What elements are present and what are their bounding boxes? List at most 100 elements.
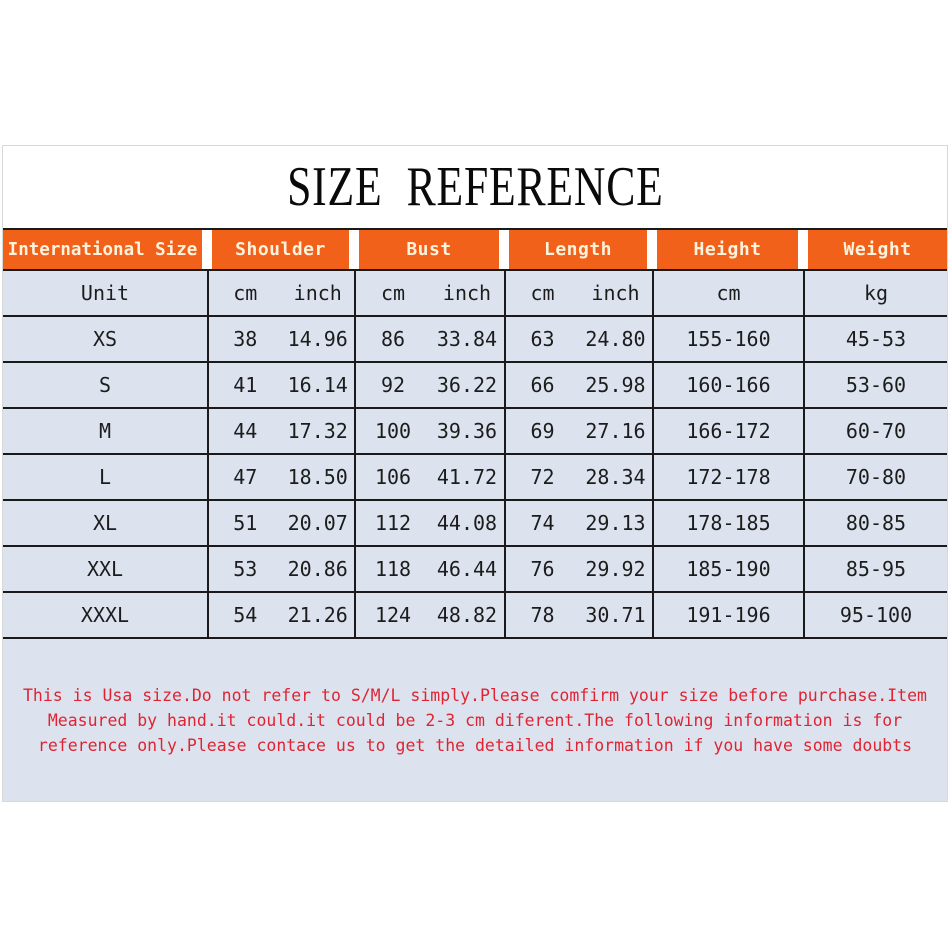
unit-row: Unit cm inch cm inch cm inch cm kg [3,271,947,317]
cell-length: 72 28.34 [504,455,652,499]
column-header-international-size: International Size [3,230,202,269]
cell-height: 191-196 [652,593,803,637]
cell-height: 160-166 [652,363,803,407]
cell-length-cm: 78 [530,603,555,627]
cell-shoulder-inch: 20.07 [287,511,348,535]
cell-bust-inch: 33.84 [436,327,498,351]
cell-shoulder-cm: 47 [233,465,258,489]
cell-shoulder-cm: cm [233,281,258,305]
cell-length: 66 25.98 [504,363,652,407]
cell-weight: 85-95 [803,547,947,591]
cell-bust-cm: 124 [374,603,412,627]
cell-length: 78 30.71 [504,593,652,637]
table-row-l: L 47 18.50 106 41.72 72 28.34 172-178 70-80 [3,455,947,501]
cell-length: 63 24.80 [504,317,652,361]
cell-length-cm: cm [530,281,555,305]
page-title: SIZE REFERENCE [286,156,664,218]
cell-shoulder-inch: 17.32 [287,419,348,443]
cell-shoulder: 44 17.32 [207,409,354,453]
cell-bust-inch: inch [442,281,492,305]
cell-shoulder-cm: 38 [233,327,258,351]
table-body: Unit cm inch cm inch cm inch cm kg XS 38 14.96 86 33.… [3,271,947,639]
cell-bust: 112 44.08 [354,501,504,545]
cell-length-cm: 69 [530,419,555,443]
cell-length-cm: 74 [530,511,555,535]
cell-bust-inch: 39.36 [436,419,498,443]
cell-bust: cm inch [354,271,504,315]
table-row-xs: XS 38 14.96 86 33.84 63 24.80 155-160 45-53 [3,317,947,363]
cell-shoulder-inch: 14.96 [287,327,348,351]
cell-size-label: S [98,373,112,397]
cell-weight: 45-53 [803,317,947,361]
cell-shoulder-cm: 44 [233,419,258,443]
cell-bust-inch: 48.82 [436,603,498,627]
column-header-shoulder: Shoulder [212,230,349,269]
cell-shoulder: 38 14.96 [207,317,354,361]
cell-length-inch: 24.80 [585,327,646,351]
cell-weight: 70-80 [803,455,947,499]
cell-bust-cm: 118 [374,557,412,581]
cell-size-label: XXXL [80,603,130,627]
cell-weight: 60-70 [803,409,947,453]
cell-length: 74 29.13 [504,501,652,545]
note-line-1: This is Usa size.Do not refer to S/M/L s… [23,686,927,705]
cell-shoulder-inch: 21.26 [287,603,348,627]
column-header-bust: Bust [359,230,499,269]
cell-bust-inch: 36.22 [436,373,498,397]
cell-length-inch: 28.34 [585,465,646,489]
note-line-2: Measured by hand.it could.it could be 2-… [47,711,903,730]
cell-length-inch: 29.13 [585,511,646,535]
cell-shoulder-cm: 53 [233,557,258,581]
cell-bust: 124 48.82 [354,593,504,637]
cell-shoulder-cm: 51 [233,511,258,535]
cell-length-inch: 29.92 [585,557,646,581]
size-chart-panel: SIZE REFERENCE International Size Shoulde… [2,145,948,802]
note-line-3: reference only.Please contace us to get … [37,736,913,755]
column-header-weight: Weight [808,230,947,269]
cell-bust-cm: 112 [374,511,412,535]
cell-height: cm [652,271,803,315]
cell-shoulder: 47 18.50 [207,455,354,499]
cell-length-cm: 76 [530,557,555,581]
title-area: SIZE REFERENCE [3,146,947,228]
cell-length-inch: 27.16 [585,419,646,443]
cell-length: cm inch [504,271,652,315]
cell-bust-cm: 106 [374,465,412,489]
cell-bust-inch: 44.08 [436,511,498,535]
cell-height: 155-160 [652,317,803,361]
cell-size-label: M [98,419,112,443]
cell-length-cm: 66 [530,373,555,397]
cell-size-label: L [98,465,112,489]
table-row-m: M 44 17.32 100 39.36 69 27.16 166-172 60-70 [3,409,947,455]
cell-size-label: XXL [86,557,124,581]
cell-length-cm: 72 [530,465,555,489]
cell-bust-cm: 92 [380,373,406,397]
table-row-xxl: XXL 53 20.86 118 46.44 76 29.92 185-190 85-95 [3,547,947,593]
cell-length-cm: 63 [530,327,555,351]
cell-shoulder-cm: 41 [233,373,258,397]
cell-height: 166-172 [652,409,803,453]
cell-bust-cm: 100 [374,419,412,443]
cell-length-inch: 25.98 [585,373,646,397]
table-row-xl: XL 51 20.07 112 44.08 74 29.13 178-185 80-85 [3,501,947,547]
cell-shoulder-inch: 18.50 [287,465,348,489]
cell-size-label: XS [92,327,118,351]
cell-bust: 100 39.36 [354,409,504,453]
cell-size-label: XL [92,511,118,535]
cell-length-inch: 30.71 [585,603,646,627]
table-row-xxxl: XXXL 54 21.26 124 48.82 78 30.71 191-196 95-100 [3,593,947,639]
cell-shoulder: 51 20.07 [207,501,354,545]
cell-size-label: Unit [80,281,130,305]
table-header-row: International Size Shoulder Bust Length Heig… [3,228,947,271]
cell-weight: kg [803,271,947,315]
cell-weight: 95-100 [803,593,947,637]
cell-weight: 80-85 [803,501,947,545]
cell-shoulder: 53 20.86 [207,547,354,591]
cell-bust-cm: cm [380,281,406,305]
note: This is Usa size.Do not refer to S/M/L s… [3,639,947,801]
table-row-s: S 41 16.14 92 36.22 66 25.98 160-166 53-60 [3,363,947,409]
cell-weight: 53-60 [803,363,947,407]
cell-height: 178-185 [652,501,803,545]
cell-shoulder-inch: 20.86 [287,557,348,581]
cell-length-inch: inch [591,281,640,305]
